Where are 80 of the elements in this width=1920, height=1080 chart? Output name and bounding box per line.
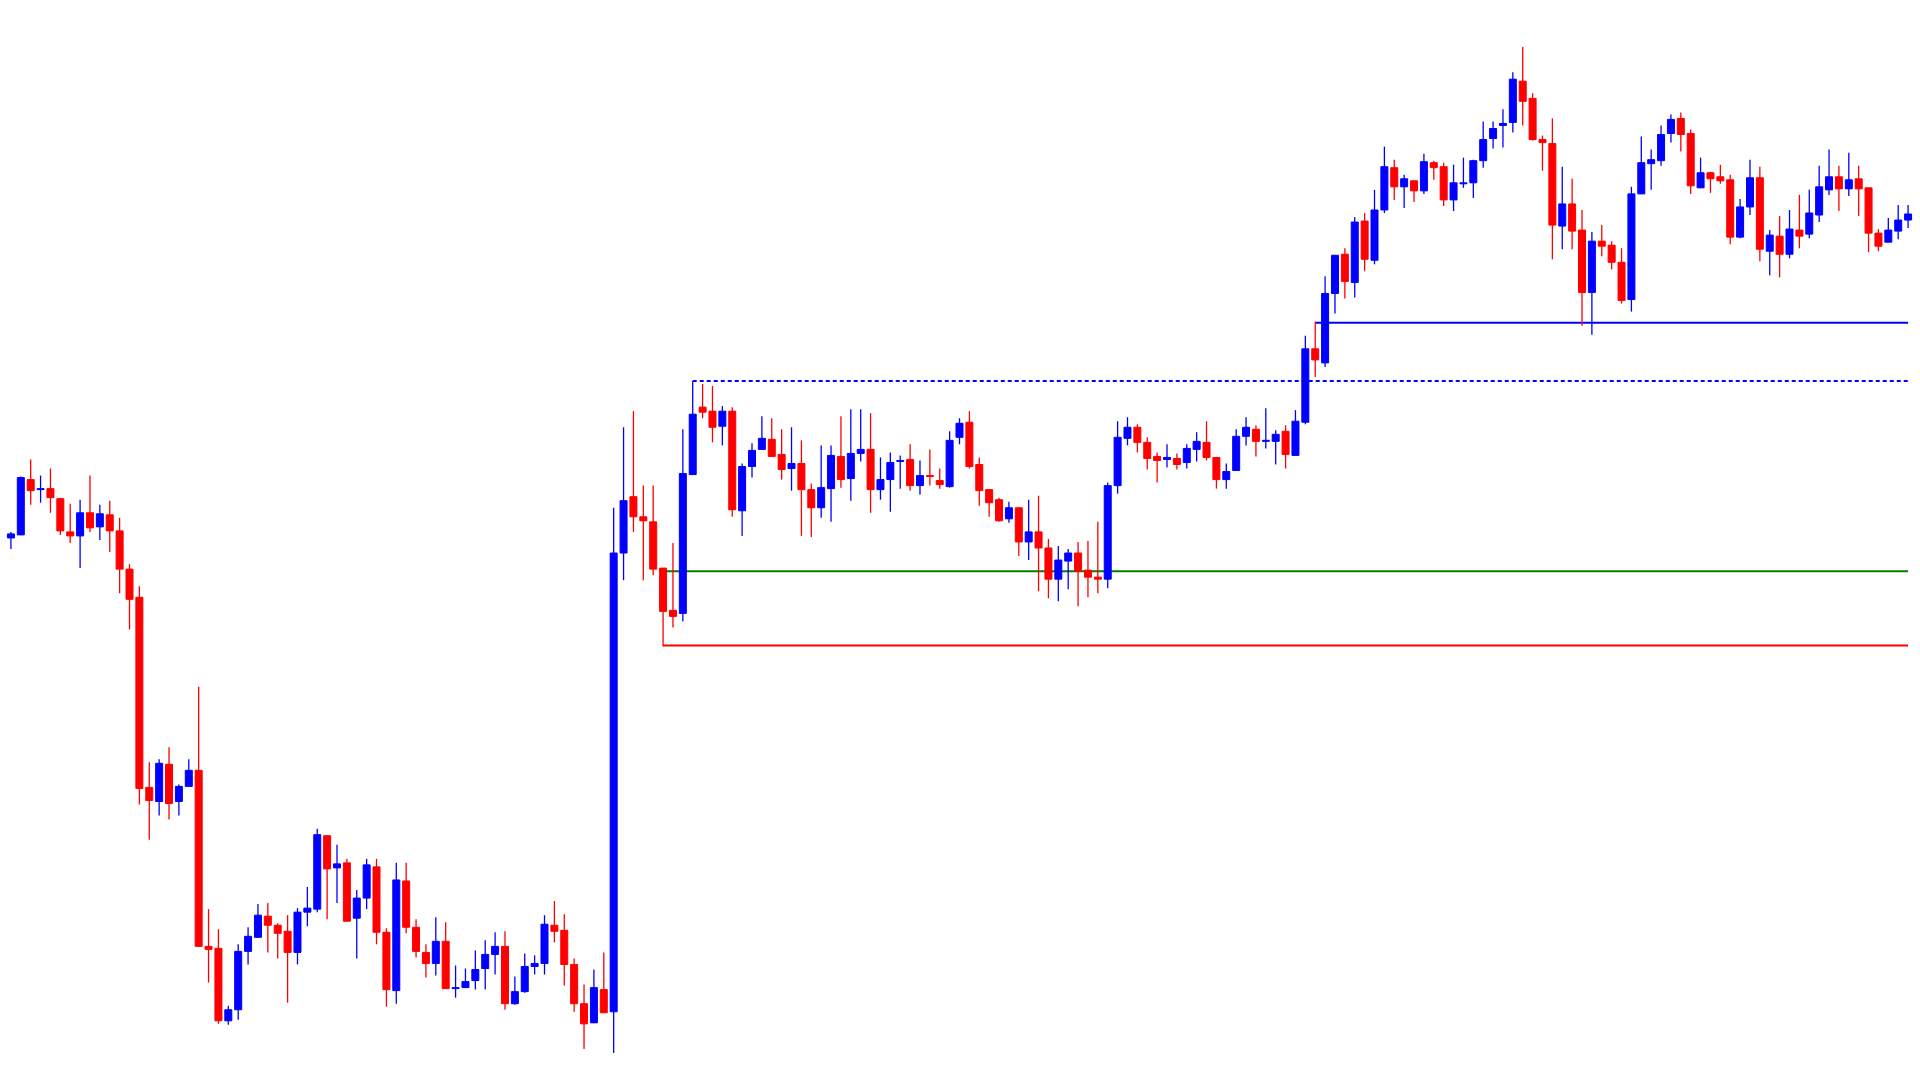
candlestick (817, 444, 826, 519)
candlestick (1765, 229, 1774, 277)
candlestick (1479, 120, 1488, 169)
candlestick (244, 926, 253, 966)
candlestick (1894, 204, 1903, 240)
candlestick (1795, 194, 1804, 249)
candlestick (580, 983, 589, 1050)
candlestick (1400, 174, 1409, 209)
candlestick (1647, 148, 1656, 191)
candlestick (896, 454, 905, 490)
candlestick (26, 458, 35, 506)
candlestick (1192, 431, 1201, 463)
candlestick (757, 415, 766, 451)
candlestick (1153, 451, 1162, 484)
candlestick (481, 939, 490, 991)
candlestick (46, 467, 55, 514)
candlestick (1172, 452, 1181, 471)
candlestick (1498, 108, 1507, 149)
candlestick (1558, 166, 1567, 250)
candlestick (333, 844, 341, 904)
candlestick (95, 504, 104, 541)
candlestick (36, 474, 45, 504)
candlestick (915, 459, 924, 496)
candlestick (748, 442, 756, 479)
candlestick (85, 474, 94, 533)
candlestick (1242, 416, 1251, 447)
candlestick (1429, 160, 1438, 181)
candlestick (1222, 462, 1231, 490)
candlestick (1676, 111, 1685, 153)
candlestick (995, 497, 1004, 523)
candlestick (1410, 180, 1419, 203)
candlestick (1024, 499, 1033, 561)
candlestick (787, 426, 796, 492)
candlestick (718, 405, 727, 447)
candlestick (668, 542, 677, 629)
candlestick (925, 448, 934, 487)
candlestick (985, 488, 994, 518)
candlestick (491, 931, 500, 976)
candlestick (471, 949, 480, 991)
candlestick (1054, 545, 1063, 602)
candlestick (184, 758, 193, 788)
candlestick (1904, 204, 1913, 229)
candlestick (431, 916, 440, 977)
candlestick (1390, 159, 1399, 201)
candlestick (6, 531, 15, 550)
candlestick (1311, 320, 1320, 378)
candlestick (1182, 443, 1191, 470)
candlestick (1489, 120, 1498, 150)
candlestick (1064, 548, 1073, 590)
candlestick (955, 417, 964, 446)
candlestick (1281, 424, 1290, 470)
candlestick (421, 943, 430, 979)
candlestick (1696, 157, 1705, 189)
candlestick (1805, 189, 1814, 239)
candlestick (76, 499, 85, 569)
candlestick (856, 408, 865, 463)
candlestick (1884, 217, 1893, 243)
candlestick (1083, 540, 1092, 598)
candlestick (1844, 151, 1853, 197)
candlestick (1004, 501, 1013, 524)
candlestick (1271, 429, 1280, 466)
candlestick (1825, 148, 1834, 196)
candlestick (1666, 113, 1675, 144)
candlestick (1251, 424, 1260, 458)
candlestick (510, 975, 519, 1006)
candlestick (836, 415, 845, 489)
candlestick (253, 903, 262, 938)
candlestick (224, 1005, 233, 1026)
candlestick (599, 951, 608, 1014)
candlestick (1163, 443, 1172, 469)
candlestick (1074, 541, 1083, 607)
candlestick (66, 503, 75, 544)
candlestick (1261, 407, 1270, 450)
candlestick (1834, 165, 1843, 212)
candlestick (263, 902, 272, 954)
candlestick (1775, 215, 1784, 279)
candlestick (1597, 224, 1606, 257)
candlestick (1093, 521, 1102, 594)
candlestick (174, 783, 183, 817)
candlestick (935, 467, 944, 490)
